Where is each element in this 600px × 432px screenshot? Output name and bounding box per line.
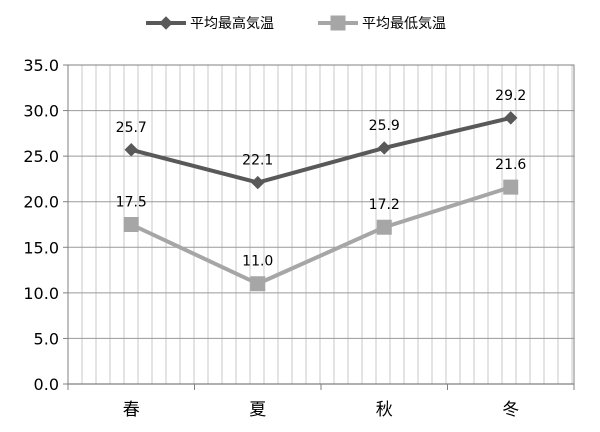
series-point xyxy=(504,111,518,125)
chart-data-labels: 25.7 22.1 25.9 29.2 17.5 11.0 17.2 21.6 xyxy=(116,88,527,270)
series-line-1 xyxy=(130,185,512,286)
legend-label: 平均最低気温 xyxy=(362,16,446,32)
data-label: 22.1 xyxy=(242,153,273,169)
series-point xyxy=(124,143,138,157)
data-label: 29.2 xyxy=(495,88,526,104)
chart-legend: 平均最高気温 平均最低気温 xyxy=(146,15,446,32)
x-tick-label: 春 xyxy=(123,400,140,420)
data-label: 21.6 xyxy=(495,157,526,173)
y-tick-label: 30.0 xyxy=(23,102,59,121)
series-point xyxy=(377,141,391,155)
data-label: 11.0 xyxy=(242,254,273,270)
y-tick-label: 10.0 xyxy=(23,284,59,303)
legend-marker xyxy=(330,15,346,31)
y-tick-label: 25.0 xyxy=(23,147,59,166)
y-tick-label: 20.0 xyxy=(23,193,59,212)
plot-border xyxy=(67,64,575,385)
legend-marker xyxy=(159,16,173,30)
series-point xyxy=(250,276,266,292)
data-label: 25.7 xyxy=(116,120,147,136)
series-point xyxy=(503,179,519,195)
x-tick-label: 夏 xyxy=(249,400,266,420)
chart-axes: 0.0 5.0 10.0 15.0 20.0 25.0 30.0 35.0 春 夏 秋 冬 xyxy=(23,56,575,420)
y-tick-label: 15.0 xyxy=(23,238,59,257)
data-label: 25.9 xyxy=(369,118,400,134)
y-tick-label: 0.0 xyxy=(34,375,59,394)
y-tick-label: 35.0 xyxy=(23,56,59,75)
series-point xyxy=(123,217,139,232)
series-point xyxy=(251,175,265,190)
data-label: 17.5 xyxy=(116,195,147,211)
series-line-0 xyxy=(130,115,512,185)
x-tick-label: 秋 xyxy=(376,400,393,420)
data-label: 17.2 xyxy=(369,197,400,213)
chart-series xyxy=(123,111,519,292)
chart-grid xyxy=(68,64,574,384)
series-point xyxy=(376,219,392,235)
y-tick-label: 5.0 xyxy=(34,329,59,348)
x-tick-label: 冬 xyxy=(502,400,519,420)
legend-label: 平均最高気温 xyxy=(190,15,274,32)
